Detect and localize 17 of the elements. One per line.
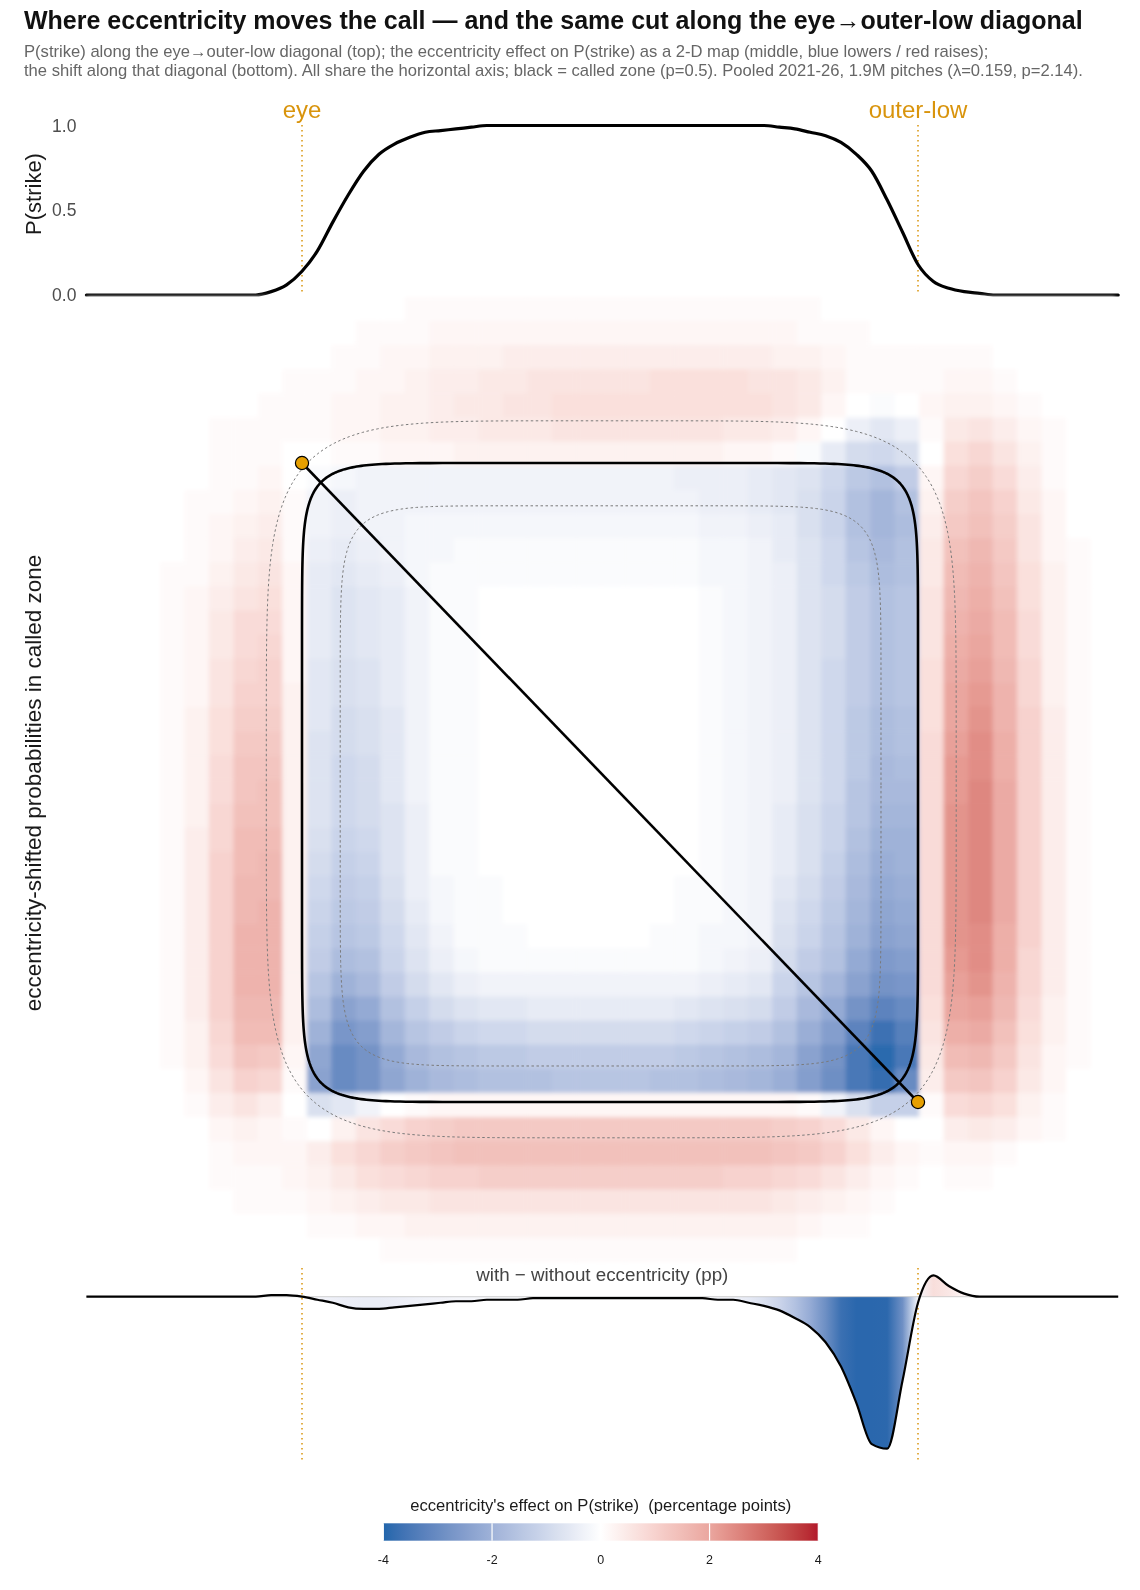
- y-tick-label: 1.0: [52, 115, 77, 136]
- chart-subtitle: P(strike) along the eye→outer-low diagonal (top); the eccentricity effect on P(strike) as a 2-D map (middle, blue lowers / red raises); the shift along that diagonal (bottom). All share the horizontal axis; black = called zone (p=0.5). Pooled 2021-26, 1.9M pitches (λ=0.159, p=2.14).: [24, 41, 1083, 80]
- color-bar-label: 4: [814, 1552, 822, 1567]
- y-axis-title: P(strike): [21, 153, 47, 235]
- y-tick-label: 0.0: [52, 285, 77, 306]
- chart-title: Where eccentricity moves the call — and the same cut along the eye→outer-low diagonal: [24, 6, 1083, 34]
- y-tick-label: 0.5: [52, 200, 77, 221]
- chart-title: with − without eccentricity (pp): [475, 1263, 729, 1285]
- color-bar-label: 0: [597, 1552, 605, 1567]
- color-bar-label: -2: [486, 1552, 498, 1567]
- x-tick-label: eye: [282, 96, 322, 123]
- color-bar-label: 2: [706, 1552, 714, 1567]
- x-tick-label: outer-low: [868, 96, 969, 123]
- line-series: [84, 123, 1120, 297]
- color-bar-label: -4: [377, 1552, 389, 1567]
- y-axis-title: eccentricity-shifted probabilities in called zone: [21, 554, 47, 1012]
- color-bar-title: eccentricity's effect on P(strike) (percentage points): [410, 1495, 792, 1515]
